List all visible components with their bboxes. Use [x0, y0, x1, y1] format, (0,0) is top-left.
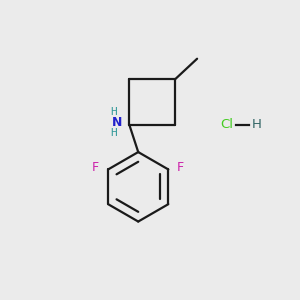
- Text: H: H: [252, 118, 262, 131]
- Text: N: N: [112, 116, 122, 128]
- Text: F: F: [92, 161, 99, 175]
- Text: Cl: Cl: [220, 118, 233, 131]
- Text: H: H: [110, 107, 117, 117]
- Text: H: H: [110, 128, 117, 138]
- Text: F: F: [177, 161, 184, 175]
